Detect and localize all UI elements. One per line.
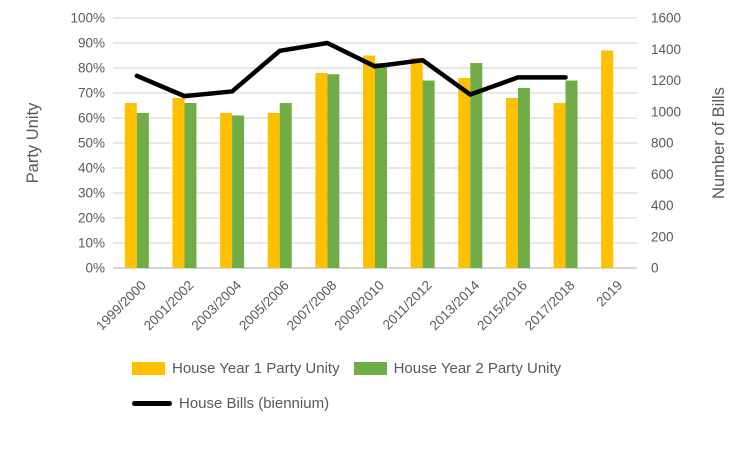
legend-item-house-year-2: House Year 2 Party Unity <box>353 360 562 377</box>
bar-house-year-2-party-unity <box>375 63 387 268</box>
y-axis-right-tick-label: 1400 <box>651 42 681 57</box>
chart-legend: House Year 1 Party Unity House Year 2 Pa… <box>132 360 618 412</box>
y-axis-left-tick-label: 70% <box>78 86 105 101</box>
bar-house-year-1-party-unity <box>553 103 566 268</box>
x-axis-tick-label: 2013/2014 <box>427 277 483 333</box>
bar-house-year-1-party-unity <box>458 78 471 268</box>
x-axis-tick-label: 2011/2012 <box>380 278 435 333</box>
y-axis-right-tick-label: 800 <box>651 136 674 151</box>
x-axis-tick-label: 2015/2016 <box>474 278 530 334</box>
legend-label-house-bills: House Bills (biennium) <box>179 395 330 412</box>
bar-house-year-2-party-unity <box>136 113 149 268</box>
x-axis-tick-label: 2007/2008 <box>284 278 340 334</box>
legend-label-house-year-2: House Year 2 Party Unity <box>393 360 562 377</box>
y-axis-right-tick-label: 1600 <box>651 11 681 26</box>
house-bills-line-swatch <box>132 401 172 406</box>
y-axis-left-tick-label: 0% <box>85 261 105 276</box>
y-axis-left-tick-label: 10% <box>78 236 105 251</box>
bar-house-year-1-party-unity <box>505 98 518 268</box>
y-axis-left-tick-label: 30% <box>78 186 105 201</box>
bar-house-year-1-party-unity <box>220 113 233 268</box>
legend-item-house-bills: House Bills (biennium) <box>132 395 329 412</box>
bar-house-year-2-party-unity <box>565 80 578 268</box>
bar-house-year-2-party-unity <box>184 103 197 268</box>
y-axis-left-tick-label: 20% <box>78 211 105 226</box>
bar-house-year-1-party-unity <box>410 58 423 268</box>
bar-house-year-2-party-unity <box>279 103 292 268</box>
bar-house-year-1-party-unity <box>315 73 328 268</box>
y-axis-right-tick-label: 200 <box>651 229 674 244</box>
chart-plot-area: 0% 10% 20% 30% 40% 50% 60% 70% 80% 90% 100% 0 200 400… <box>24 11 728 334</box>
x-axis-tick-label: 2019 <box>593 278 625 310</box>
bar-house-year-1-party-unity <box>124 103 137 268</box>
bar-house-year-2-party-unity <box>517 88 530 268</box>
bar-house-year-2-party-unity <box>327 74 340 268</box>
house-year-2-swatch <box>353 362 387 375</box>
y-axis-left-tick-label: 90% <box>78 36 105 51</box>
house-year-1-swatch <box>132 362 165 375</box>
y-axis-right-tick-label: 600 <box>651 167 674 182</box>
y-axis-right-tick-label: 400 <box>651 198 674 213</box>
bar-house-year-2-party-unity <box>422 80 435 268</box>
x-axis-tick-label: 2003/2004 <box>188 277 244 333</box>
bar-house-year-1-party-unity <box>363 55 375 268</box>
x-axis-tick-label: 2017/2018 <box>522 278 578 334</box>
bar-house-year-1-party-unity <box>172 98 185 268</box>
line-house-bills-biennium- <box>134 40 568 99</box>
y-axis-left-tick-label: 100% <box>70 11 105 26</box>
bar-house-year-1-party-unity <box>601 50 614 268</box>
legend-label-house-year-1: House Year 1 Party Unity <box>172 360 340 377</box>
y-axis-left-tick-label: 60% <box>78 111 105 126</box>
y-axis-left-tick-label: 40% <box>78 161 105 176</box>
x-axis-tick-label: 1999/2000 <box>93 278 149 334</box>
x-axis-tick-label: 2009/2010 <box>331 278 387 334</box>
bar-house-year-1-party-unity <box>267 113 280 268</box>
left-axis-title: Party Unity <box>24 102 42 183</box>
right-axis-title: Number of Bills <box>710 87 728 199</box>
y-axis-right-tick-label: 0 <box>651 261 659 276</box>
y-axis-left-tick-label: 80% <box>78 61 105 76</box>
bar-house-year-2-party-unity <box>232 115 245 268</box>
bar-house-year-2-party-unity <box>470 63 483 268</box>
y-axis-right-tick-label: 1000 <box>651 104 681 119</box>
legend-item-house-year-1: House Year 1 Party Unity <box>132 360 340 377</box>
y-axis-right-tick-label: 1200 <box>651 73 681 88</box>
x-axis-tick-label: 2001/2002 <box>141 278 197 334</box>
y-axis-left-tick-label: 50% <box>78 136 105 151</box>
x-axis-tick-label: 2005/2006 <box>236 278 292 334</box>
